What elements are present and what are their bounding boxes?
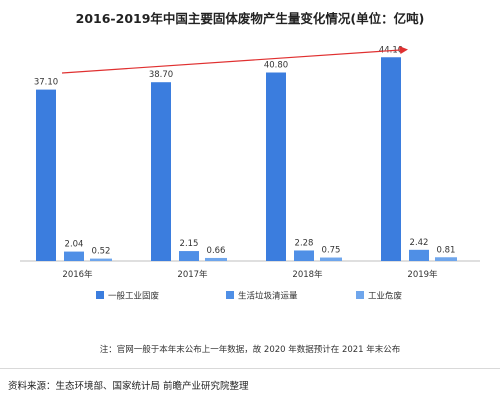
trend-arrow-line: [61, 49, 401, 74]
bar-1-3: [409, 249, 429, 261]
chart-title: 2016-2019年中国主要固体废物产生量变化情况(单位：亿吨): [75, 11, 425, 26]
data-label-1-2: 2.28: [295, 238, 314, 248]
data-label-1-3: 2.42: [410, 238, 429, 248]
x-tick-label-2: 2018年: [292, 269, 323, 280]
legend-label-2: 工业危废: [368, 291, 403, 302]
data-label-0-2: 40.80: [264, 61, 288, 71]
x-tick-label-0: 2016年: [62, 269, 93, 280]
bar-0-0: [36, 89, 56, 262]
bar-0-3: [381, 57, 401, 262]
bar-0-2: [266, 72, 286, 261]
bar-2-2: [320, 257, 342, 261]
trend-arrow-head: [399, 46, 408, 54]
data-label-0-0: 37.10: [34, 78, 58, 88]
legend-swatch-1: [226, 291, 234, 299]
legend-label-1: 生活垃圾清运量: [238, 291, 298, 302]
bar-2-3: [435, 257, 457, 261]
bar-2-0: [90, 258, 112, 261]
source-text: 资料来源：生态环境部、国家统计局 前瞻产业研究院整理: [8, 381, 249, 392]
data-label-2-2: 0.75: [322, 246, 341, 256]
legend-label-0: 一般工业固废: [108, 291, 160, 302]
data-label-2-0: 0.52: [92, 247, 111, 257]
data-label-2-3: 0.81: [437, 245, 456, 255]
x-tick-label-3: 2019年: [407, 269, 438, 280]
legend-swatch-2: [356, 291, 364, 299]
data-label-0-1: 38.70: [149, 70, 173, 80]
bar-1-1: [179, 251, 199, 261]
bar-2-1: [205, 257, 227, 261]
legend-swatch-0: [96, 291, 104, 299]
bar-1-2: [294, 250, 314, 261]
bar-1-0: [64, 251, 84, 261]
data-label-2-1: 0.66: [207, 246, 226, 256]
data-label-1-0: 2.04: [65, 240, 84, 250]
x-tick-label-1: 2017年: [177, 269, 208, 280]
data-label-1-1: 2.15: [180, 239, 199, 249]
bar-0-1: [151, 82, 171, 262]
chart-note: 注：官网一般于本年末公布上一年数据，故 2020 年数据预计在 2021 年末公…: [99, 345, 401, 355]
divider: [0, 368, 500, 369]
